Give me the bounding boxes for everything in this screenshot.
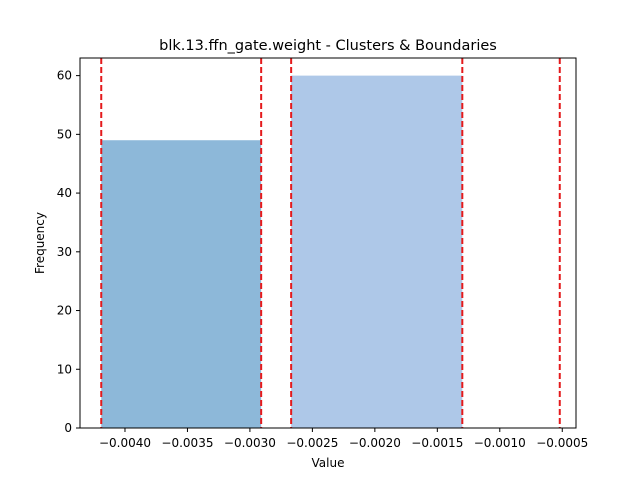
y-tick-label: 60 [57, 69, 72, 83]
boundaries-layer [100, 58, 561, 428]
y-tick-label: 10 [57, 362, 72, 376]
y-tick-label: 0 [64, 421, 72, 435]
y-axis: 0 10 20 30 40 50 60 [57, 69, 80, 435]
bar-1 [101, 140, 262, 428]
bar-2 [291, 75, 463, 428]
y-tick-label: 40 [57, 186, 72, 200]
x-tick-label: −0.0025 [286, 436, 338, 450]
x-tick-label: −0.0005 [536, 436, 588, 450]
chart-title: blk.13.ffn_gate.weight - Clusters & Boun… [159, 38, 497, 54]
plot-frame [79, 57, 577, 429]
bars-layer [101, 75, 463, 428]
x-axis-label: Value [312, 456, 345, 470]
x-tick-label: −0.0015 [411, 436, 463, 450]
y-tick-label: 20 [57, 304, 72, 318]
x-tick-label: −0.0035 [161, 436, 213, 450]
x-tick-label: −0.0030 [224, 436, 276, 450]
x-tick-label: −0.0020 [349, 436, 401, 450]
y-axis-label: Frequency [33, 212, 47, 274]
x-tick-label: −0.0040 [99, 436, 151, 450]
y-tick-label: 50 [57, 127, 72, 141]
y-tick-label: 30 [57, 245, 72, 259]
x-tick-label: −0.0010 [474, 436, 526, 450]
x-axis: −0.0040 −0.0035 −0.0030 −0.0025 −0.0020 −0.00… [99, 428, 588, 450]
